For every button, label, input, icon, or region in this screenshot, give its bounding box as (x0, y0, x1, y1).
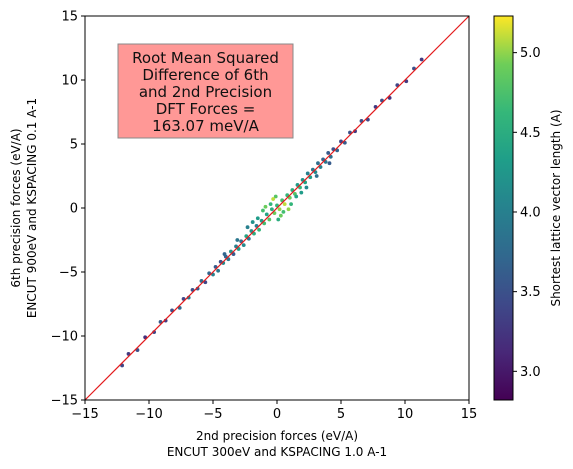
data-point (316, 161, 320, 166)
data-point (305, 171, 310, 176)
y-axis-label-line-1: 6th precision forces (eV/A) (9, 128, 23, 287)
colorbar-ticks: 3.0 3.5 4.0 4.5 5.0 (513, 46, 541, 380)
data-point (281, 209, 286, 214)
annotation-line-2: Difference of 6th (142, 66, 268, 84)
data-point (263, 204, 268, 209)
x-axis-label-line-1: 2nd precision forces (eV/A) (196, 429, 358, 443)
data-point (271, 197, 276, 201)
data-point (257, 227, 261, 232)
x-axis-ticks: −15 −10 −5 0 5 10 15 (71, 400, 477, 422)
x-tick-label: −15 (71, 407, 98, 422)
x-tick-label: −5 (203, 407, 222, 422)
data-point (222, 252, 227, 256)
y-tick-label: −15 (51, 394, 78, 409)
colorbar-label: Shortest lattice vector length (A) (549, 109, 563, 306)
x-axis-label-line-2: ENCUT 300eV and KSPACING 1.0 A-1 (167, 445, 387, 459)
y-tick-label: 15 (61, 10, 78, 25)
annotation-line-4: DFT Forces = (156, 100, 256, 118)
y-tick-label: −10 (51, 330, 78, 345)
data-point (278, 213, 283, 218)
data-point (235, 238, 240, 242)
annotation-background (117, 43, 294, 139)
x-tick-label: 0 (273, 407, 281, 422)
data-point (255, 216, 260, 221)
data-point (286, 207, 291, 212)
y-tick-label: −5 (59, 266, 78, 281)
colorbar-tick-label: 3.5 (520, 285, 541, 300)
data-point (326, 151, 331, 155)
colorbar-tick-label: 4.5 (520, 126, 541, 141)
x-tick-label: 5 (337, 407, 345, 422)
y-tick-label: 10 (61, 74, 78, 89)
x-tick-label: 15 (461, 407, 478, 422)
y-tick-label: 5 (70, 138, 78, 153)
data-point (261, 208, 265, 213)
data-point (277, 207, 282, 212)
data-point (250, 220, 255, 224)
annotation-line-1: Root Mean Squared (132, 49, 279, 67)
annotation-box: Root Mean Squared Difference of 6th and … (117, 43, 294, 139)
data-point (245, 225, 250, 230)
x-tick-label: 10 (397, 407, 414, 422)
data-point (269, 207, 274, 212)
colorbar: 3.0 3.5 4.0 4.5 5.0 Shortest lattice vector … (493, 15, 563, 401)
data-point (264, 212, 269, 217)
data-point (294, 194, 299, 199)
scatter-points (120, 57, 424, 368)
y-axis-ticks: −15 −10 −5 0 5 10 15 (51, 10, 85, 409)
data-point (282, 202, 287, 207)
data-point (273, 194, 278, 199)
x-tick-label: −10 (135, 407, 162, 422)
y-axis-label-line-2: ENCUT 900eV and KSPACING 0.1 A-1 (25, 98, 39, 318)
data-point (289, 202, 293, 207)
data-point (314, 174, 319, 178)
data-point (216, 268, 221, 273)
reference-line (84, 15, 470, 401)
data-point (327, 161, 332, 166)
y-tick-label: 0 (70, 202, 78, 217)
data-point (299, 190, 304, 195)
data-point (419, 57, 424, 62)
colorbar-gradient (493, 15, 514, 401)
annotation-line-3: and 2nd Precision (139, 83, 272, 101)
colorbar-tick-label: 4.0 (520, 205, 541, 220)
data-point (241, 243, 246, 248)
data-point (276, 217, 281, 222)
data-point (267, 217, 272, 222)
data-point (304, 185, 309, 190)
colorbar-tick-label: 5.0 (520, 46, 541, 61)
colorbar-tick-label: 3.0 (520, 365, 541, 380)
annotation-line-5: 163.07 meV/A (152, 117, 259, 135)
data-point (268, 202, 273, 207)
